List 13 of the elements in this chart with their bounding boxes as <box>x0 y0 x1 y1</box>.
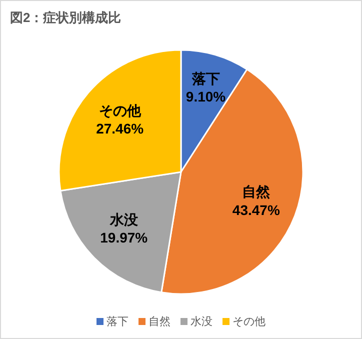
legend-label: 落下 <box>106 315 128 328</box>
legend-label: 水没 <box>190 315 212 328</box>
data-label: 27.46% <box>96 120 144 137</box>
data-label: 43.47% <box>232 202 280 218</box>
data-label: 9.10% <box>186 88 226 105</box>
legend-label: その他 <box>232 316 266 328</box>
legend-label: 自然 <box>148 316 170 328</box>
slice-label: 水没 <box>108 212 139 228</box>
slice-label: 自然 <box>242 184 272 200</box>
chart-title: 図2：症状別構成比 <box>10 10 122 25</box>
data-label: 19.97% <box>100 230 148 246</box>
slice-label: 落下 <box>190 70 220 87</box>
slice-label: その他 <box>98 102 142 118</box>
